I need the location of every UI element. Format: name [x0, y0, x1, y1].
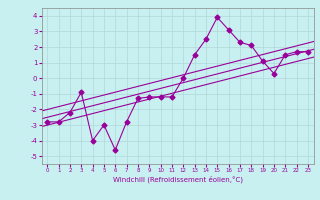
- X-axis label: Windchill (Refroidissement éolien,°C): Windchill (Refroidissement éolien,°C): [113, 176, 243, 183]
